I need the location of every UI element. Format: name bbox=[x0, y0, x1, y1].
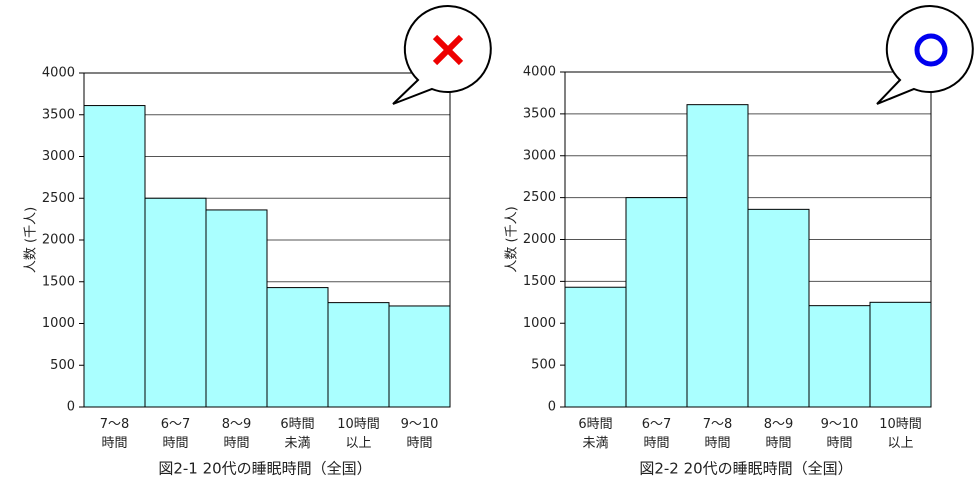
bar bbox=[625, 197, 688, 408]
bar bbox=[327, 302, 390, 408]
x-tick-line: 9～10 bbox=[401, 417, 439, 432]
x-tick-line: 未満 bbox=[284, 436, 310, 451]
callout-right bbox=[876, 5, 974, 105]
x-tick-line: 9～10 bbox=[821, 417, 859, 432]
bar bbox=[205, 209, 268, 408]
bar bbox=[266, 287, 329, 408]
x-tick-line: 10時間 bbox=[337, 417, 380, 432]
y-axis-label: 人数 (千人) bbox=[24, 207, 39, 273]
x-tick-label: 10時間以上 bbox=[879, 417, 922, 451]
x-tick-line: 7～8 bbox=[703, 417, 733, 432]
x-tick-line: 未満 bbox=[582, 436, 608, 451]
y-tick-label: 0 bbox=[67, 400, 75, 415]
bar bbox=[388, 305, 451, 408]
y-tick-label: 2500 bbox=[42, 191, 75, 206]
chart-title: 図2-1 20代の睡眠時間（全国） bbox=[158, 460, 371, 478]
x-tick-label: 6時間未満 bbox=[578, 417, 612, 451]
bar bbox=[808, 305, 871, 408]
x-tick-line: 時間 bbox=[765, 436, 791, 451]
bar bbox=[564, 286, 627, 408]
y-tick-label: 500 bbox=[531, 358, 556, 373]
plot-frame bbox=[83, 72, 451, 408]
y-tick-label: 3500 bbox=[42, 107, 75, 122]
x-tick-label: 6時間未満 bbox=[280, 417, 314, 451]
x-tick-line: 8～9 bbox=[764, 417, 794, 432]
bar bbox=[747, 208, 810, 408]
x-tick-line: 時間 bbox=[643, 436, 669, 451]
callout-wrong bbox=[392, 5, 492, 105]
x-tick-line: 7～8 bbox=[100, 417, 130, 432]
y-tick-label: 500 bbox=[50, 358, 75, 373]
y-tick-label: 0 bbox=[548, 400, 556, 415]
y-axis-label: 人数 (千人) bbox=[505, 206, 520, 272]
bar bbox=[83, 105, 146, 408]
x-tick-line: 時間 bbox=[223, 436, 249, 451]
x-tick-label: 6～7 時間 bbox=[642, 417, 672, 451]
x-tick-line: 時間 bbox=[704, 436, 730, 451]
x-tick-line: 6時間 bbox=[578, 417, 612, 432]
x-tick-label: 8～9 時間 bbox=[764, 417, 794, 451]
x-tick-line: 6時間 bbox=[280, 417, 314, 432]
chart-title: 図2-2 20代の睡眠時間（全国） bbox=[639, 460, 852, 478]
y-tick-label: 3000 bbox=[523, 148, 556, 163]
plot-frame bbox=[564, 71, 932, 408]
x-tick-line: 8～9 bbox=[222, 417, 252, 432]
bar bbox=[144, 197, 207, 408]
x-tick-line: 時間 bbox=[162, 436, 188, 451]
y-tick-label: 3500 bbox=[523, 106, 556, 121]
y-tick-label: 4000 bbox=[523, 65, 556, 80]
x-tick-line: 10時間 bbox=[879, 417, 922, 432]
x-tick-label: 6～7 時間 bbox=[161, 417, 191, 451]
y-tick-label: 1000 bbox=[42, 316, 75, 331]
chart: 0 500 1000 1500 2000 2500 3000 3500 4000 6時間未満 6～7… bbox=[505, 65, 932, 478]
x-tick-line: 時間 bbox=[101, 436, 127, 451]
x-tick-label: 10時間以上 bbox=[337, 417, 380, 451]
x-tick-label: 9～10 時間 bbox=[401, 417, 439, 451]
x-tick-line: 時間 bbox=[406, 436, 432, 451]
x-tick-line: 6～7 bbox=[161, 417, 191, 432]
y-tick-label: 1000 bbox=[523, 316, 556, 331]
x-tick-label: 7～8 時間 bbox=[100, 417, 130, 451]
bar bbox=[686, 104, 749, 408]
x-tick-line: 以上 bbox=[345, 436, 371, 451]
x-tick-line: 以上 bbox=[887, 436, 913, 451]
y-tick-label: 1500 bbox=[523, 274, 556, 289]
y-tick-label: 2000 bbox=[42, 233, 75, 248]
x-tick-line: 時間 bbox=[826, 436, 852, 451]
y-tick-label: 4000 bbox=[42, 66, 75, 81]
bar bbox=[869, 301, 932, 408]
y-tick-label: 2500 bbox=[523, 190, 556, 205]
y-tick-label: 1500 bbox=[42, 274, 75, 289]
x-tick-line: 6～7 bbox=[642, 417, 672, 432]
x-tick-label: 9～10 時間 bbox=[821, 417, 859, 451]
y-tick-label: 3000 bbox=[42, 149, 75, 164]
x-tick-label: 8～9 時間 bbox=[222, 417, 252, 451]
y-tick-label: 2000 bbox=[523, 232, 556, 247]
x-tick-label: 7～8 時間 bbox=[703, 417, 733, 451]
